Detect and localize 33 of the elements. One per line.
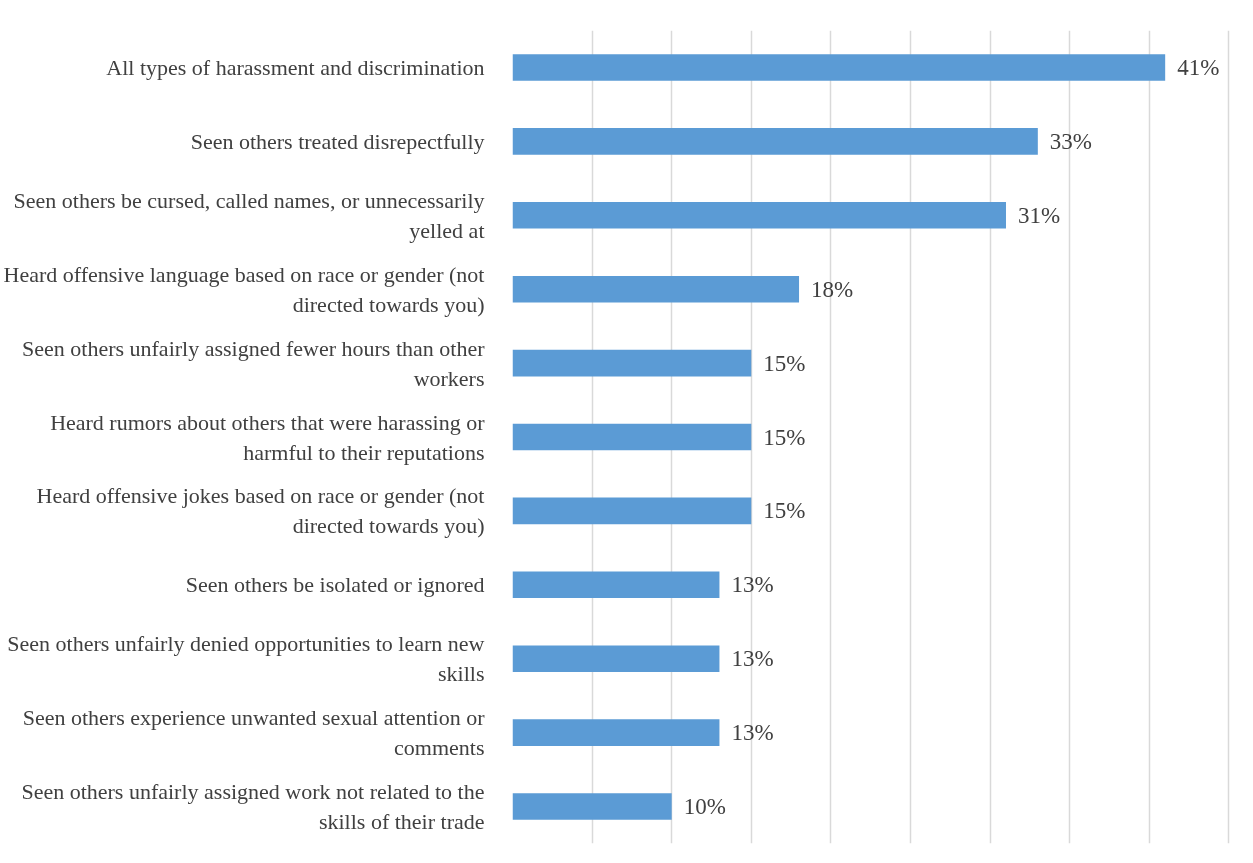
bar [512,645,720,673]
data-label: 31% [1017,202,1061,228]
data-label: 15% [763,498,806,524]
y-tick-label: Seen others experience unwanted sexual attention or comments [22,705,486,761]
y-tick-label: Seen others be isolated or ignored [185,572,485,598]
y-tick-label: Seen others unfairly assigned fewer hours than other workers [22,335,486,391]
bar [512,423,752,451]
data-label: 13% [731,646,774,672]
y-tick-label: Seen others unfairly denied opportunities to learn new skills [7,631,485,687]
bar [512,497,752,525]
y-tick-label: All types of harassment and discrimination [106,54,485,80]
bar [512,349,752,377]
bar [512,54,1166,81]
data-label: 41% [1177,54,1220,80]
y-tick-label: Heard offensive language based on race or gender (not directed towards you) [3,261,485,317]
data-label: 13% [731,572,774,598]
bar [512,793,672,820]
bar [512,275,800,303]
data-label: 10% [683,794,726,820]
bar [512,128,1038,155]
y-tick-label: Heard rumors about others that were harassing or harmful to their reputations [50,409,486,465]
y-tick-label: Seen others unfairly assigned work not related to the skills of their trade [21,779,485,835]
y-tick-label: Seen others be cursed, called names, or unnecessarily yelled at [13,187,485,243]
bar [512,201,1006,229]
bar [512,571,720,599]
y-tick-label: Seen others treated disrepectfully [190,128,485,154]
data-label: 18% [811,276,854,302]
data-label: 13% [731,720,774,746]
data-label: 15% [763,424,806,450]
y-tick-label: Heard offensive jokes based on race or gender (not directed towards you) [36,483,485,539]
data-label: 33% [1049,128,1092,154]
data-label: 15% [763,350,806,376]
bar [512,719,720,746]
